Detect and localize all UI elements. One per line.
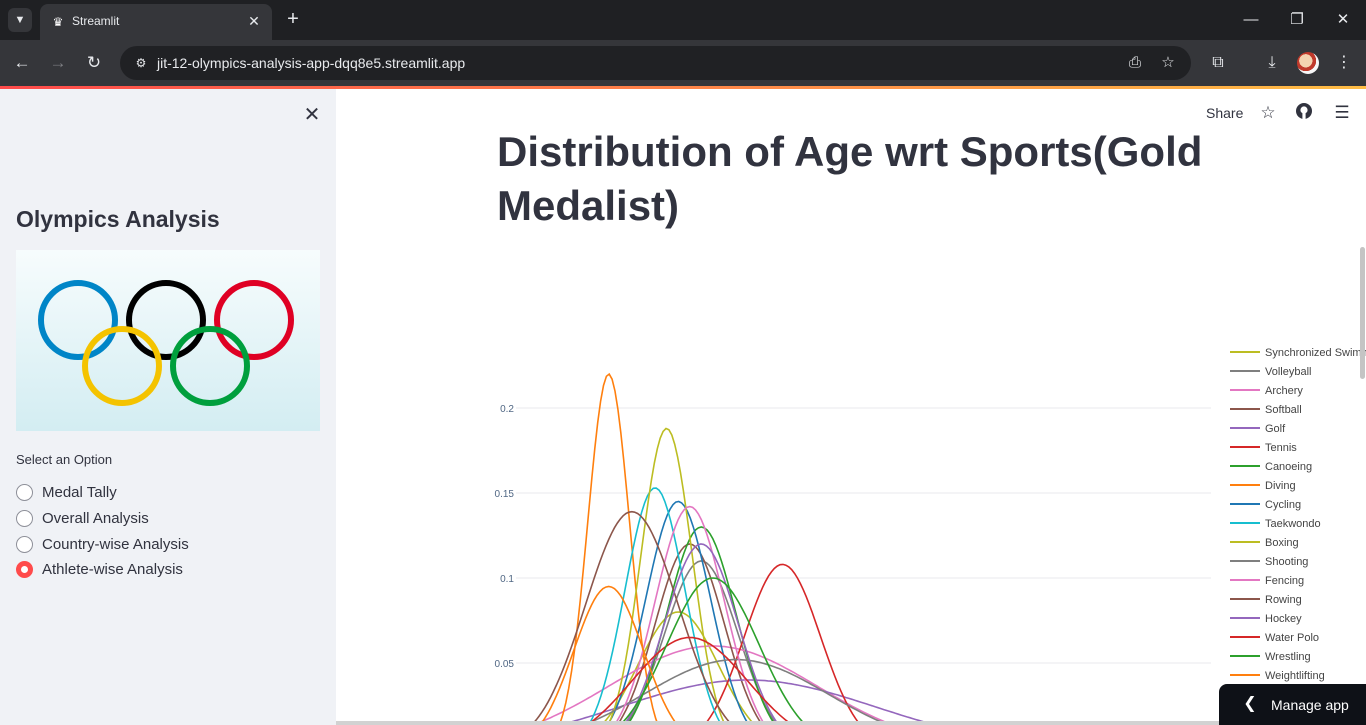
y-tick-label: 0.2 [500, 404, 514, 415]
series-line[interactable] [551, 543, 846, 725]
star-icon[interactable]: ☆ [1260, 103, 1276, 122]
y-tick-label: 0.1 [500, 574, 514, 585]
radio-button[interactable] [16, 535, 33, 553]
url-text[interactable]: jit-12-olympics-analysis-app-dqq8e5.stre… [157, 55, 466, 71]
chrome-menu-icon[interactable]: ⋮ [1336, 54, 1352, 71]
radio-button[interactable] [16, 509, 33, 527]
radio-label: Country-wise Analysis [42, 535, 189, 553]
back-button[interactable]: ← [13, 53, 31, 72]
series-line[interactable] [525, 372, 702, 725]
radio-medal-tally[interactable]: Medal Tally [16, 481, 117, 503]
site-settings-icon[interactable]: ⚙ [135, 56, 147, 70]
series-line[interactable] [516, 611, 861, 725]
hamburger-menu-icon[interactable]: ☰ [1334, 103, 1350, 122]
manage-app-label: Manage app [1271, 697, 1349, 713]
browser-tab-bar: ▼ ♛ Streamlit ✕ + — ❐ ✕ [0, 0, 1366, 40]
page-title: Distribution of Age wrt Sports(Gold Meda… [497, 128, 1203, 229]
radio-label: Medal Tally [42, 483, 117, 501]
streamlit-favicon-icon: ♛ [52, 15, 64, 29]
close-window-button[interactable]: ✕ [1336, 11, 1350, 28]
legend-label[interactable]: Archery [1265, 385, 1303, 397]
series-line[interactable] [565, 427, 779, 725]
radio-button-selected[interactable] [16, 560, 33, 578]
share-button[interactable]: Share [1206, 105, 1244, 121]
main-content: Share ☆ ☰ Distribution of Age wrt Sports… [336, 89, 1366, 725]
profile-avatar[interactable] [1297, 52, 1319, 74]
browser-tab[interactable]: ♛ Streamlit ✕ [40, 4, 272, 40]
series-line[interactable] [516, 658, 1153, 725]
age-distribution-chart: 0.05 0.1 0.15 0.2 Synchronized Swimming Volle… [495, 347, 1366, 725]
tab-title: Streamlit [72, 14, 120, 28]
chevron-left-icon: ❮ [1243, 695, 1257, 712]
vertical-scrollbar[interactable] [1360, 247, 1365, 379]
legend-label[interactable]: Golf [1265, 423, 1286, 435]
legend-label[interactable]: Tennis [1265, 442, 1297, 454]
tab-search-button[interactable]: ▼ [8, 8, 32, 32]
reload-button[interactable]: ↻ [86, 53, 102, 72]
minimize-button[interactable]: — [1243, 11, 1259, 28]
series-line[interactable] [535, 487, 790, 725]
series-line[interactable] [516, 585, 765, 725]
extensions-icon[interactable]: ⧉ [1212, 54, 1224, 71]
radio-overall-analysis[interactable]: Overall Analysis [16, 507, 149, 529]
streamlit-top-decoration [0, 86, 1366, 89]
radio-label: Athlete-wise Analysis [42, 560, 183, 578]
radio-athlete-wise-analysis[interactable]: Athlete-wise Analysis [16, 558, 183, 580]
y-tick-label: 0.15 [495, 489, 515, 500]
browser-toolbar: ← → ↻ ⚙ jit-12-olympics-analysis-app-dqq… [0, 40, 1366, 86]
legend-label[interactable]: Taekwondo [1265, 518, 1321, 530]
series-line[interactable] [630, 563, 954, 725]
bookmark-star-icon[interactable]: ☆ [1161, 54, 1175, 71]
tab-close-icon[interactable]: ✕ [248, 13, 260, 29]
legend-label[interactable]: Hockey [1265, 613, 1302, 625]
series-line[interactable] [553, 543, 866, 725]
series-line[interactable] [516, 510, 840, 725]
legend-label[interactable]: Diving [1265, 480, 1296, 492]
forward-button[interactable]: → [49, 53, 67, 72]
radio-country-wise-analysis[interactable]: Country-wise Analysis [16, 533, 189, 555]
legend-label[interactable]: Cycling [1265, 499, 1301, 511]
legend-label[interactable]: Fencing [1265, 575, 1304, 587]
legend-label[interactable]: Volleyball [1265, 366, 1311, 378]
series-line[interactable] [516, 636, 950, 725]
address-bar[interactable]: ⚙ jit-12-olympics-analysis-app-dqq8e5.st… [120, 46, 1191, 80]
series-line[interactable] [528, 577, 922, 725]
series-line[interactable] [516, 679, 1211, 725]
legend-label[interactable]: Synchronized Swimming [1265, 347, 1366, 359]
series-line[interactable] [516, 645, 1182, 725]
legend-label[interactable]: Wrestling [1265, 651, 1311, 663]
install-app-icon[interactable]: ⎙ [1128, 54, 1141, 71]
radio-label: Overall Analysis [42, 509, 149, 527]
olympic-rings-logo [16, 250, 320, 431]
y-tick-label: 0.05 [495, 659, 515, 670]
series-line[interactable] [551, 505, 846, 725]
downloads-icon[interactable]: ⤓ [1268, 54, 1276, 71]
legend-label[interactable]: Boxing [1265, 537, 1299, 549]
restore-button[interactable]: ❐ [1290, 11, 1304, 28]
sidebar: ✕ Olympics Analysis Select an Option Med… [0, 89, 336, 725]
legend-label[interactable]: Rowing [1265, 594, 1302, 606]
legend-label[interactable]: Canoeing [1265, 461, 1312, 473]
new-tab-button[interactable]: + [287, 8, 299, 30]
series-line[interactable] [562, 526, 857, 725]
legend-label[interactable]: Softball [1265, 404, 1302, 416]
manage-app-button[interactable]: ❮ Manage app [1219, 684, 1366, 725]
github-icon[interactable] [1293, 102, 1315, 124]
horizontal-scrollbar[interactable] [336, 721, 1366, 725]
sidebar-title: Olympics Analysis [16, 206, 220, 232]
close-icon[interactable]: ✕ [303, 104, 321, 126]
select-option-label: Select an Option [16, 452, 113, 467]
radio-button[interactable] [16, 483, 33, 501]
legend-label[interactable]: Weightlifting [1265, 670, 1325, 682]
legend-label[interactable]: Water Polo [1265, 632, 1319, 644]
legend-label[interactable]: Shooting [1265, 556, 1308, 568]
series-line[interactable] [553, 560, 866, 725]
